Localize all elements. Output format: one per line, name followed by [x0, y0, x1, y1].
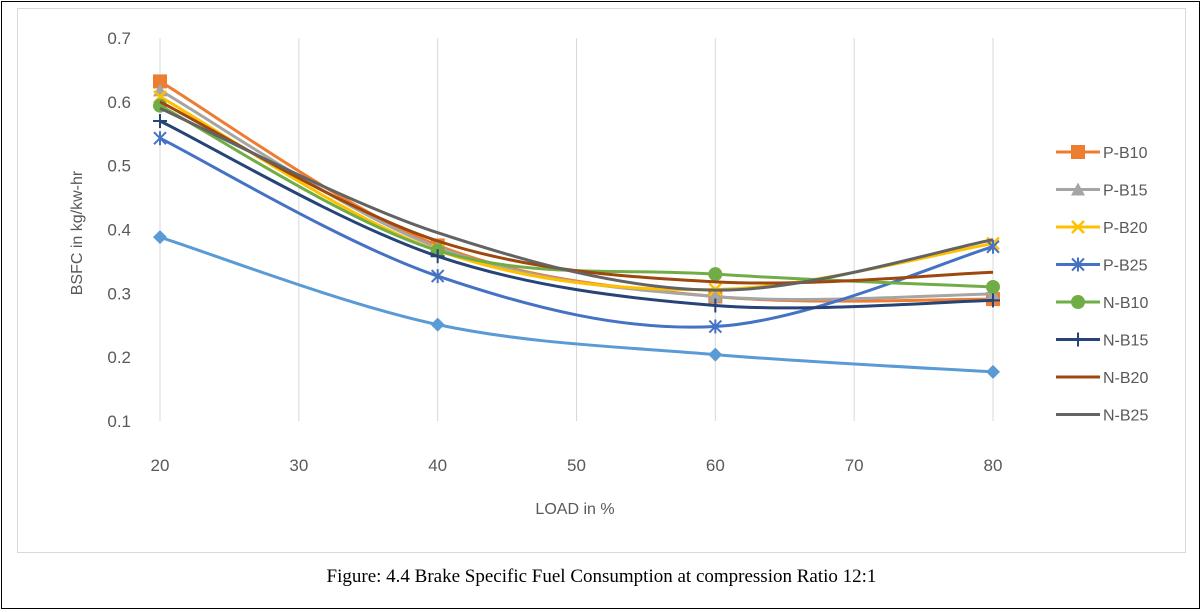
series-line [159, 136, 994, 329]
series-line [159, 119, 994, 310]
x-axis-title: LOAD in % [535, 501, 614, 518]
x-tick-label: 70 [845, 456, 864, 475]
data-point [986, 279, 1000, 294]
legend-label: P-B10 [1103, 145, 1148, 162]
data-point [708, 267, 723, 282]
data-point [153, 74, 167, 89]
y-tick-label: 0.3 [107, 284, 131, 303]
series-n-b25 [159, 106, 994, 292]
legend-item-p-b25: P-B25 [1056, 257, 1148, 275]
legend-marker [1071, 257, 1085, 272]
data-point [708, 298, 723, 313]
legend-label: P-B15 [1103, 183, 1148, 200]
legend-label: N-B10 [1103, 295, 1148, 312]
axis-ticks: 20 30 40 50 60 70 80 0.1 0.2 0.3 0.4 0.5 0.6 0.7 [107, 29, 1002, 475]
legend-marker [1071, 332, 1085, 347]
legend-label: P-B20 [1103, 220, 1148, 237]
x-tick-label: 60 [706, 456, 725, 475]
y-tick-label: 0.2 [107, 348, 131, 367]
y-tick-label: 0.5 [107, 157, 131, 176]
legend-marker [1071, 182, 1085, 196]
legend-marker [1071, 220, 1085, 234]
legend-item-n-b15: N-B15 [1056, 332, 1148, 350]
series-lines [153, 74, 1000, 379]
x-tick-label: 20 [151, 456, 170, 475]
y-tick-label: 0.6 [107, 93, 131, 112]
data-point [153, 230, 167, 245]
data-point [430, 269, 445, 284]
chart-area [17, 8, 1186, 553]
data-point [708, 289, 723, 303]
y-tick-label: 0.1 [107, 412, 131, 431]
series-p-b25 [153, 131, 1000, 334]
figure-caption: Figure: 4.4 Brake Specific Fuel Consumpt… [326, 566, 877, 587]
data-point [430, 249, 445, 264]
series-line [159, 106, 994, 292]
legend-item-n-b25: N-B25 [1056, 408, 1148, 425]
series-n-b15 [153, 113, 1000, 313]
data-point [986, 239, 1000, 254]
data-point [153, 113, 167, 128]
legend-item-p-b10: P-B10 [1056, 145, 1148, 162]
legend-marker [1071, 295, 1085, 309]
x-tick-label: 30 [289, 456, 308, 475]
y-tick-label: 0.7 [107, 29, 131, 48]
x-tick-label: 80 [984, 456, 1003, 475]
legend-label: N-B25 [1103, 408, 1148, 425]
data-point [708, 319, 723, 334]
data-point [986, 364, 1000, 379]
legend: P-B10 P-B15 P-B20 P-B25 N-B10 N-B15 N-B20 N-B25 [1056, 145, 1148, 425]
x-tick-label: 40 [428, 456, 447, 475]
legend-marker [1071, 145, 1085, 159]
legend-item-n-b20: N-B20 [1056, 370, 1148, 387]
data-point [986, 293, 1000, 308]
bsfc-line-chart: 20 30 40 50 60 70 80 0.1 0.2 0.3 0.4 0.5 0.6 0.7 P-B1… [69, 29, 1148, 518]
data-point [430, 317, 445, 332]
series-unlabeled [153, 230, 1000, 379]
legend-item-n-b10: N-B10 [1056, 295, 1148, 312]
x-tick-label: 50 [567, 456, 586, 475]
data-point [708, 347, 723, 362]
legend-item-p-b20: P-B20 [1056, 220, 1148, 237]
grid-lines [159, 38, 994, 421]
data-point [153, 131, 167, 146]
legend-label: P-B25 [1103, 258, 1148, 275]
legend-label: N-B20 [1103, 370, 1148, 387]
legend-item-p-b15: P-B15 [1056, 182, 1148, 200]
y-tick-label: 0.4 [107, 221, 131, 240]
legend-label: N-B15 [1103, 333, 1148, 350]
series-line [159, 235, 994, 374]
y-axis-title: BSFC in kg/kw-hr [69, 170, 86, 295]
